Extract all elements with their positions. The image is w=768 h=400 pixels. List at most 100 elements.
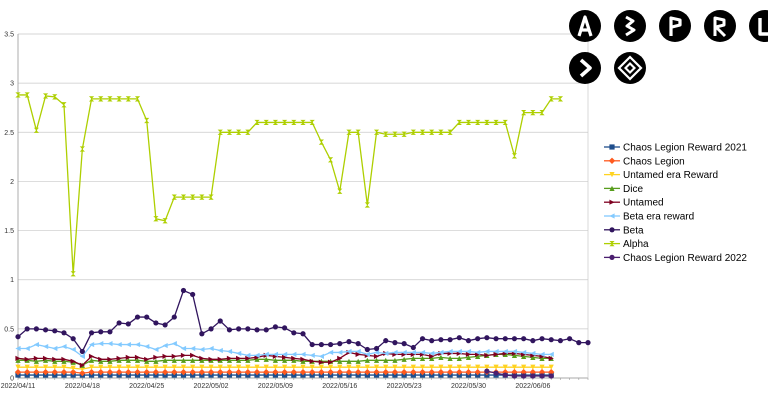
data-point-beta-era-reward — [465, 348, 472, 355]
data-point-beta-era-reward — [410, 349, 416, 356]
data-point-beta-era-reward — [364, 351, 370, 358]
data-point-beta — [162, 322, 168, 328]
data-point-untamed — [282, 354, 288, 360]
data-point-chaos-legion — [42, 368, 49, 376]
data-point-chaos-legion — [189, 368, 196, 376]
data-point-beta — [373, 345, 380, 352]
data-point-chaos-legion-reward-2022 — [530, 373, 536, 379]
data-point-untamed-era-reward — [373, 364, 380, 370]
data-point-alpha — [88, 96, 95, 102]
data-point-beta — [116, 320, 122, 326]
data-point-untamed — [125, 354, 131, 360]
data-point-dice — [291, 357, 297, 363]
data-point-dice — [300, 358, 306, 364]
data-point-alpha — [116, 96, 122, 102]
data-point-untamed — [116, 355, 122, 361]
data-point-untamed — [410, 351, 416, 358]
series-untamed-era-reward — [15, 364, 554, 372]
data-point-untamed-era-reward — [190, 364, 196, 370]
data-point-beta-era-reward — [263, 351, 269, 358]
data-point-beta — [272, 324, 279, 330]
legend-item-beta: Beta — [604, 225, 644, 236]
data-point-untamed — [327, 359, 334, 365]
data-point-beta-era-reward — [484, 348, 490, 355]
data-point-untamed-era-reward — [346, 364, 352, 370]
data-point-beta — [226, 327, 233, 333]
data-point-beta-era-reward — [217, 347, 223, 354]
data-point-alpha — [236, 129, 242, 135]
data-point-alpha — [309, 119, 315, 126]
data-point-dice — [511, 352, 518, 358]
data-point-beta-era-reward — [355, 348, 361, 355]
data-point-alpha — [493, 119, 499, 126]
data-point-chaos-legion-reward-2022 — [493, 370, 499, 376]
data-point-untamed — [502, 350, 508, 357]
data-point-dice — [364, 357, 370, 363]
data-point-untamed — [373, 353, 380, 359]
data-point-untamed-era-reward — [493, 364, 499, 370]
legend-item-alpha: Alpha — [604, 239, 649, 250]
data-point-beta-era-reward — [15, 345, 21, 352]
data-point-beta — [521, 336, 527, 342]
data-point-alpha — [190, 194, 196, 200]
data-point-dice — [410, 355, 416, 361]
x-tick-label: 2022/04/11 — [1, 383, 36, 390]
data-point-untamed — [236, 355, 242, 361]
data-point-beta-era-reward — [180, 345, 187, 352]
legend-label: Alpha — [623, 239, 649, 250]
grid — [17, 33, 589, 379]
data-point-untamed — [226, 355, 233, 361]
data-point-chaos-legion — [272, 368, 279, 376]
y-tick-label: 3.5 — [4, 32, 14, 39]
data-point-untamed — [429, 353, 435, 359]
data-point-untamed — [199, 355, 205, 361]
data-point-alpha — [245, 129, 251, 135]
series-beta — [15, 287, 591, 355]
data-point-untamed-era-reward — [548, 364, 554, 370]
data-point-alpha — [502, 119, 508, 126]
data-point-beta-era-reward — [539, 351, 545, 358]
data-point-dice — [272, 357, 279, 363]
data-point-untamed — [144, 356, 150, 362]
data-point-untamed — [15, 355, 21, 361]
data-point-beta-era-reward — [144, 343, 150, 350]
data-point-dice — [134, 357, 141, 363]
data-point-chaos-legion — [538, 368, 546, 376]
data-point-alpha — [530, 110, 536, 116]
legend-item-untamed-era-reward: Untamed era Reward — [604, 170, 718, 181]
data-point-dice — [373, 357, 380, 363]
data-point-dice — [199, 357, 205, 363]
data-point-untamed-era-reward — [337, 364, 343, 370]
data-point-untamed — [42, 355, 49, 361]
data-point-untamed-era-reward — [327, 364, 334, 370]
data-point-untamed-era-reward — [272, 364, 279, 370]
untamed-edition-icon — [749, 10, 768, 42]
data-point-beta-era-reward — [456, 348, 462, 355]
data-point-untamed-era-reward — [208, 364, 214, 370]
data-point-alpha — [548, 96, 554, 102]
data-point-beta-era-reward — [548, 351, 554, 358]
data-point-untamed — [245, 355, 251, 361]
data-point-beta — [79, 348, 85, 355]
data-point-chaos-legion — [14, 368, 22, 376]
data-point-alpha — [98, 96, 104, 102]
data-point-beta-era-reward — [502, 348, 508, 355]
data-point-untamed-era-reward — [539, 364, 545, 370]
data-point-beta — [263, 327, 269, 333]
data-point-untamed-era-reward — [116, 364, 122, 370]
data-point-chaos-legion — [336, 368, 343, 376]
data-point-chaos-legion — [318, 368, 325, 376]
series-dice — [15, 351, 554, 368]
data-point-beta-era-reward — [327, 349, 334, 356]
data-point-beta — [254, 327, 260, 333]
data-point-untamed-era-reward — [521, 364, 527, 370]
data-point-dice — [15, 357, 21, 363]
data-point-alpha — [521, 110, 527, 116]
data-point-untamed-era-reward — [61, 364, 67, 370]
data-point-alpha — [52, 94, 58, 100]
data-point-dice — [226, 357, 233, 363]
legend-label: Chaos Legion Reward 2022 — [623, 253, 747, 264]
data-point-alpha — [300, 119, 306, 126]
data-point-beta-era-reward — [199, 346, 205, 353]
data-point-alpha — [153, 216, 159, 222]
